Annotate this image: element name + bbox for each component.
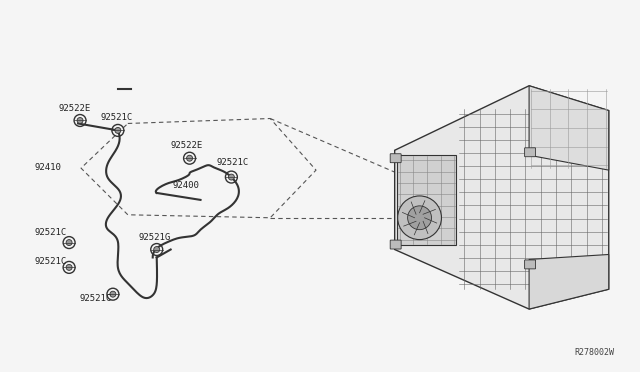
Text: R278002W: R278002W <box>574 348 614 357</box>
Circle shape <box>77 118 83 124</box>
Polygon shape <box>529 86 609 170</box>
Text: 92521C: 92521C <box>79 294 111 303</box>
Text: 92521C: 92521C <box>101 113 133 122</box>
Text: 92521C: 92521C <box>35 228 67 237</box>
FancyBboxPatch shape <box>525 260 536 269</box>
Circle shape <box>187 155 193 161</box>
Circle shape <box>110 291 116 297</box>
Text: 92400: 92400 <box>173 181 200 190</box>
Circle shape <box>228 174 234 180</box>
Circle shape <box>66 264 72 270</box>
Circle shape <box>397 196 442 240</box>
FancyBboxPatch shape <box>525 148 536 157</box>
Circle shape <box>154 247 160 253</box>
Polygon shape <box>529 254 609 309</box>
Text: 92410: 92410 <box>35 163 61 172</box>
FancyBboxPatch shape <box>390 240 401 249</box>
Text: 92521G: 92521G <box>139 232 171 241</box>
FancyBboxPatch shape <box>397 155 456 244</box>
Circle shape <box>115 128 121 134</box>
Circle shape <box>408 206 431 230</box>
Polygon shape <box>395 86 609 309</box>
Circle shape <box>66 240 72 246</box>
Text: 92522E: 92522E <box>171 141 203 150</box>
Text: 92521C: 92521C <box>216 158 249 167</box>
Text: 92521C: 92521C <box>35 257 67 266</box>
Text: 92522E: 92522E <box>58 103 90 113</box>
FancyBboxPatch shape <box>390 154 401 163</box>
